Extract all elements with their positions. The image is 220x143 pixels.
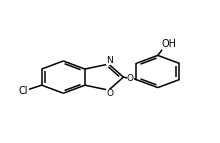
Text: Cl: Cl bbox=[19, 87, 28, 97]
Text: N: N bbox=[106, 56, 113, 65]
Text: OH: OH bbox=[162, 39, 177, 49]
Text: O: O bbox=[127, 74, 134, 83]
Text: O: O bbox=[106, 89, 113, 98]
